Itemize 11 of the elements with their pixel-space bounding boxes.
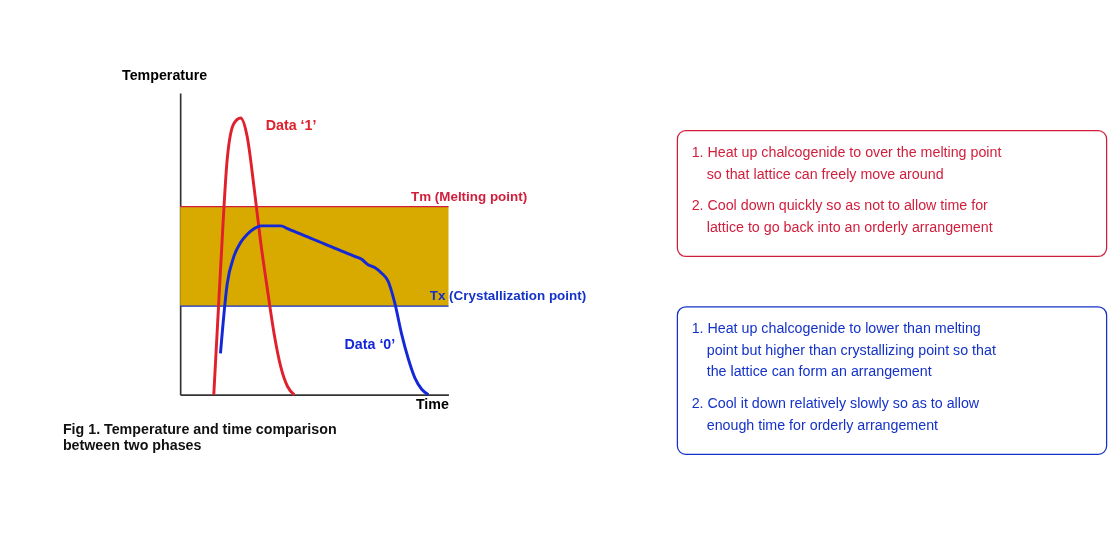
text: 2. Cool down quickly so as not to allow time for lattice to go back into an orderly arrangement [691,197,993,236]
ref-line-label: Tx (Crystallization point) [429,288,587,304]
text: 1. Heat up chalcogenide to lower than melting point but higher than crystallizing point so that the lattice can form an arrangement [691,319,996,380]
x-axis-title: Time [415,396,449,413]
series-label: Data ‘0’ [344,335,396,352]
series-label: Data ‘1’ [265,117,317,134]
text: 2. Cool it down relatively slowly so as to allow enough time for orderly arrangement [691,395,980,433]
ref-line-label: Tm (Melting point) [410,188,528,204]
y-axis-title: Temperature [121,66,208,83]
text: 1. Heat up chalcogenide to over the melting point so that lattice can freely move around [691,143,1002,182]
caption: Fig 1. Temperature and time comparison between two phases [62,421,337,454]
